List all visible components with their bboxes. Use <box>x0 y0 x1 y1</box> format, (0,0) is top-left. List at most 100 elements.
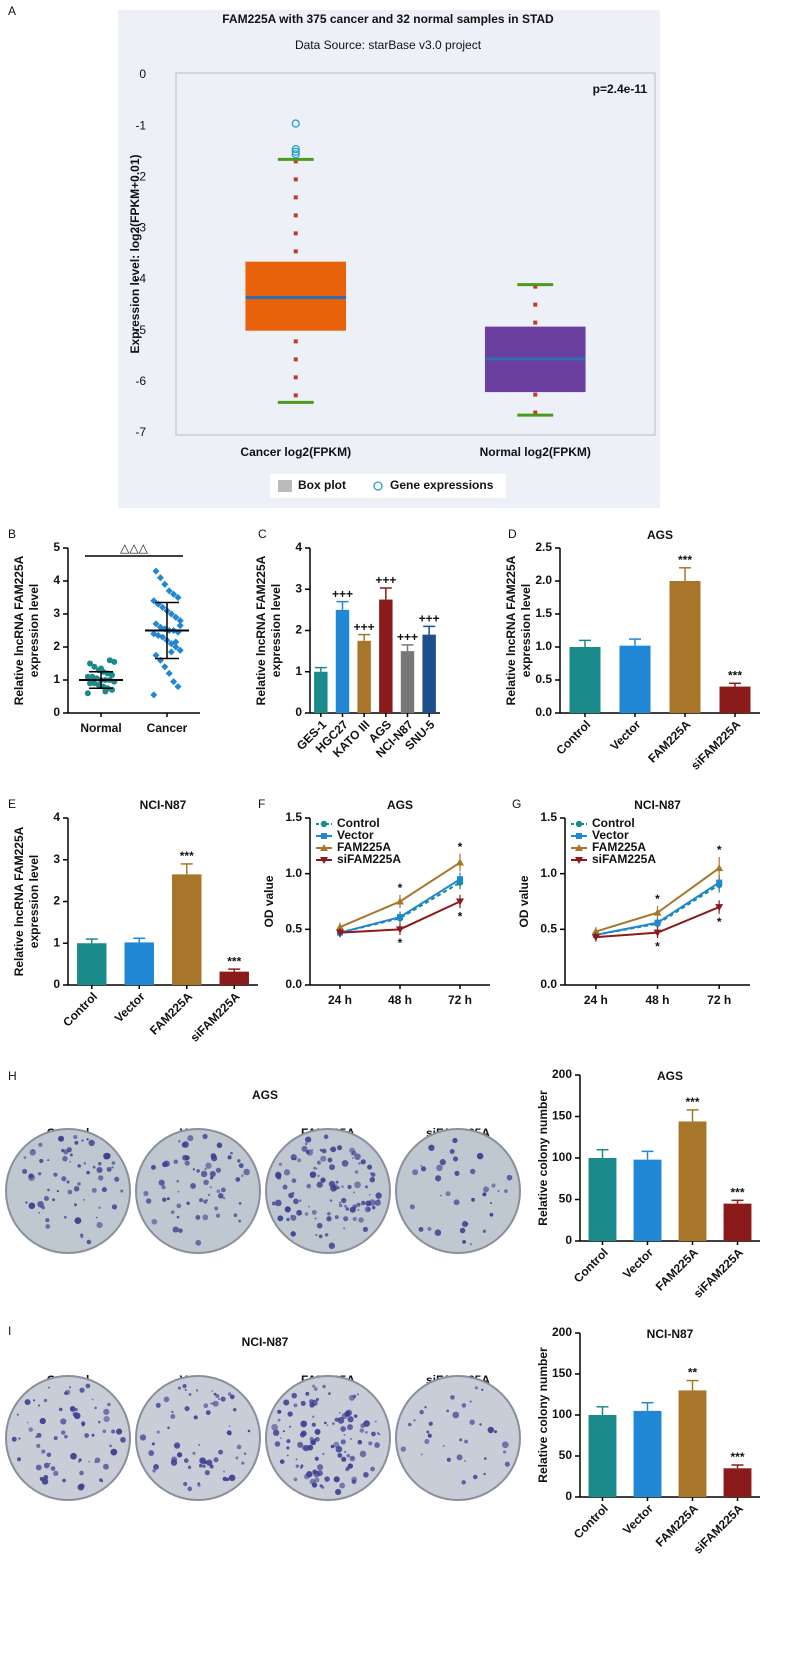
colony <box>198 1463 203 1468</box>
colony <box>162 1161 168 1168</box>
colony <box>150 1164 156 1170</box>
colony <box>472 1474 478 1480</box>
colony <box>340 1426 346 1432</box>
bar <box>314 671 328 713</box>
sig-label: +++ <box>332 587 353 601</box>
panel-label: A <box>8 4 16 18</box>
colony <box>237 1159 241 1163</box>
legend-marker <box>320 857 328 864</box>
colony <box>356 1393 360 1396</box>
colony <box>306 1183 312 1189</box>
colony <box>37 1172 42 1176</box>
colony <box>313 1387 318 1391</box>
sig-label: * <box>398 936 403 950</box>
colony <box>236 1444 242 1450</box>
colony <box>188 1393 192 1397</box>
colony <box>283 1169 291 1176</box>
colony <box>300 1400 306 1406</box>
colony <box>352 1204 358 1210</box>
colony <box>22 1168 28 1174</box>
y-tick-label: 2 <box>295 623 302 637</box>
bar <box>633 1410 662 1497</box>
colony <box>37 1200 44 1208</box>
colony <box>86 1239 92 1245</box>
colony <box>482 1186 490 1193</box>
colony <box>41 1205 46 1210</box>
colony <box>335 1488 342 1496</box>
legend-marker <box>321 833 327 839</box>
x-tick-label: siFAM225A <box>688 717 743 772</box>
colony <box>306 1470 313 1478</box>
colony <box>53 1172 58 1177</box>
colony <box>111 1429 116 1434</box>
colony <box>238 1201 242 1205</box>
colony <box>345 1207 350 1211</box>
colony <box>111 1161 116 1165</box>
point <box>170 678 178 686</box>
colony <box>79 1387 85 1393</box>
colony <box>86 1138 89 1141</box>
sig-label: *** <box>180 849 194 863</box>
x-tick-label: 72 h <box>707 993 731 1007</box>
colony <box>162 1197 167 1202</box>
colony <box>282 1184 288 1190</box>
colony <box>50 1466 56 1471</box>
colony <box>354 1181 361 1189</box>
x-tick-label: FAM225A <box>645 717 693 765</box>
y-tick-label: 1.0 <box>535 639 552 653</box>
colony <box>204 1168 207 1171</box>
colony <box>409 1204 415 1210</box>
colony <box>333 1441 340 1448</box>
point <box>170 590 178 598</box>
point <box>89 673 96 680</box>
colony <box>178 1228 183 1233</box>
colony <box>452 1137 458 1144</box>
y-tick-label: -7 <box>135 425 146 439</box>
colony <box>196 1169 200 1173</box>
colony <box>96 1221 103 1229</box>
colony <box>319 1484 323 1488</box>
colony <box>243 1452 247 1455</box>
colony <box>330 1444 335 1449</box>
colony <box>286 1454 289 1457</box>
colony <box>315 1436 320 1442</box>
colony <box>316 1222 323 1229</box>
sig-label: * <box>458 840 463 854</box>
colony <box>53 1437 56 1440</box>
bar <box>335 609 350 713</box>
colony <box>317 1160 321 1165</box>
y-axis-label: OD value <box>517 875 531 927</box>
colony <box>37 1404 40 1407</box>
colony <box>227 1155 232 1160</box>
colony <box>61 1430 66 1435</box>
colony <box>341 1412 348 1419</box>
colony <box>222 1470 226 1473</box>
colony <box>111 1166 114 1169</box>
outlier <box>291 147 300 156</box>
y-tick-label: 100 <box>552 1150 572 1164</box>
x-tick-label: 24 h <box>584 993 608 1007</box>
colony <box>171 1410 174 1414</box>
colony <box>371 1431 376 1437</box>
colony <box>86 1170 90 1175</box>
colony <box>471 1197 475 1202</box>
culture-dish <box>135 1375 261 1501</box>
colony <box>296 1209 303 1216</box>
colony <box>45 1224 51 1229</box>
colony <box>277 1418 281 1422</box>
legend-label: FAM225A <box>337 840 391 854</box>
colony <box>106 1166 112 1172</box>
colony <box>81 1139 84 1142</box>
colony <box>73 1412 81 1419</box>
colony <box>293 1198 299 1205</box>
point <box>150 630 158 638</box>
colony <box>166 1197 170 1201</box>
colony <box>103 1463 109 1470</box>
colony <box>503 1450 507 1454</box>
colony <box>107 1402 111 1407</box>
colony <box>199 1198 204 1203</box>
colony <box>356 1202 361 1207</box>
colony <box>337 1453 343 1458</box>
colony <box>357 1209 360 1212</box>
colony <box>360 1423 366 1429</box>
